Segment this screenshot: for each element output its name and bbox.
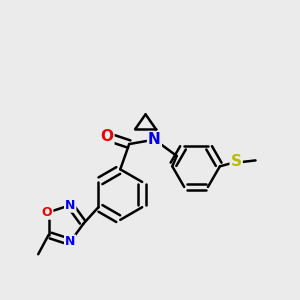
Text: O: O	[100, 129, 113, 144]
Text: O: O	[42, 206, 52, 219]
Text: N: N	[65, 236, 75, 248]
Text: N: N	[148, 132, 161, 147]
Text: N: N	[65, 199, 75, 212]
Text: S: S	[231, 154, 242, 169]
